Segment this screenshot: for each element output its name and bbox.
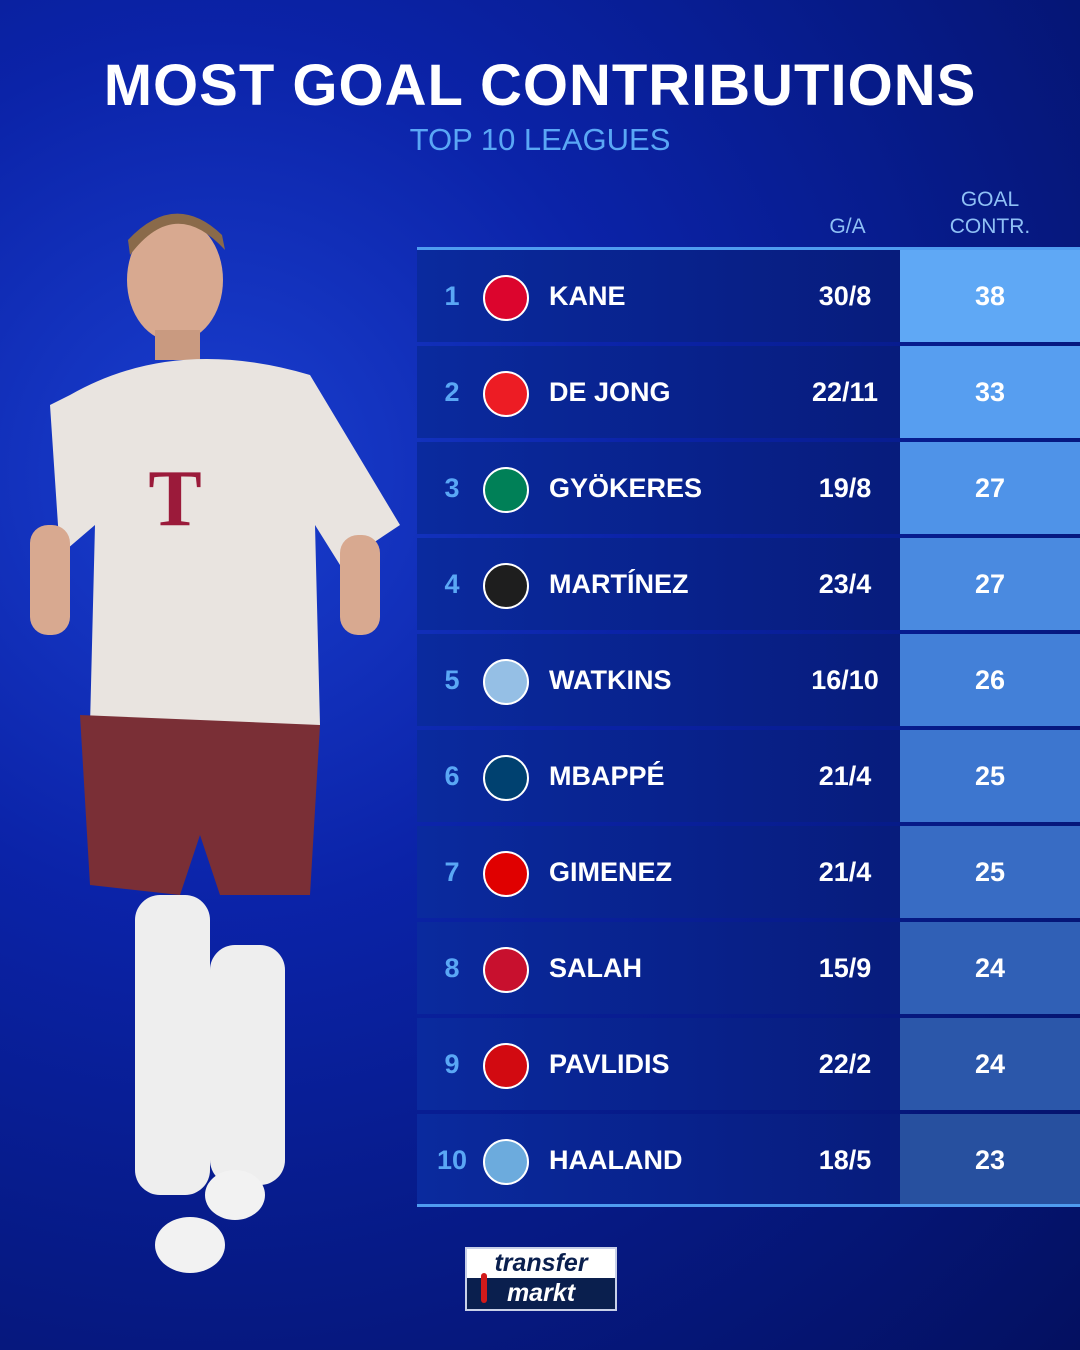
goal-contributions-value: 23 <box>974 1144 1006 1175</box>
club-crest-icon <box>483 371 529 417</box>
goals-assists: 22/2 <box>818 1049 872 1079</box>
table-row: 8 SALAH 15/9 24 <box>417 922 1080 1014</box>
goals-assists: 30/8 <box>818 281 872 311</box>
rank: 1 <box>444 281 460 311</box>
goals-assists: 23/4 <box>818 569 872 599</box>
rank: 2 <box>444 377 460 407</box>
column-header-goal-contr-text: GOAL CONTR. <box>949 188 1031 238</box>
goals-assists: 15/9 <box>818 953 872 983</box>
table-row: 5 WATKINS 16/10 26 <box>417 634 1080 726</box>
goal-contributions: 38 <box>900 250 1080 342</box>
club-crest-icon <box>483 659 529 705</box>
goals-assists: 19/8 <box>818 473 872 503</box>
rank: 9 <box>444 1049 460 1079</box>
goal-contributions-value: 24 <box>974 1048 1006 1079</box>
table-row: 7 GIMENEZ 21/4 25 <box>417 826 1080 918</box>
player-name: GIMENEZ <box>549 857 673 887</box>
goal-contributions: 25 <box>900 826 1080 918</box>
player-name: GYÖKERES <box>549 473 703 503</box>
page-title: MOST GOAL CONTRIBUTIONS <box>103 53 977 118</box>
rank: 6 <box>444 761 460 791</box>
goals-assists: 18/5 <box>818 1145 872 1175</box>
club-crest-icon <box>483 947 529 993</box>
rank: 4 <box>444 569 460 599</box>
goal-contributions: 27 <box>900 442 1080 534</box>
table-row: 4 MARTÍNEZ 23/4 27 <box>417 538 1080 630</box>
club-crest-icon <box>483 755 529 801</box>
player-name: KANE <box>549 281 626 311</box>
player-name: SALAH <box>549 953 642 983</box>
goal-contributions-value: 25 <box>974 856 1006 887</box>
goal-contributions-value: 24 <box>974 952 1006 983</box>
club-crest-icon <box>483 1139 529 1185</box>
player-image: T <box>30 213 400 1273</box>
table-row: 3 GYÖKERES 19/8 27 <box>417 442 1080 534</box>
logo-player-figure-icon <box>481 1273 487 1303</box>
goal-contributions: 23 <box>900 1114 1080 1206</box>
goal-contributions: 27 <box>900 538 1080 630</box>
goal-contributions-value: 33 <box>974 376 1006 407</box>
player-name: HAALAND <box>549 1145 683 1175</box>
club-crest-icon <box>483 563 529 609</box>
rank: 3 <box>444 473 460 503</box>
goal-contributions-value: 26 <box>974 664 1006 695</box>
goals-assists: 16/10 <box>811 665 879 695</box>
table-row: 9 PAVLIDIS 22/2 24 <box>417 1018 1080 1110</box>
page-subtitle: TOP 10 LEAGUES <box>409 122 671 157</box>
player-name: DE JONG <box>549 377 671 407</box>
column-header-goal-contr: GOAL CONTR. <box>900 186 1080 240</box>
player-name: MBAPPÉ <box>549 761 665 791</box>
goal-contributions-value: 27 <box>974 568 1006 599</box>
club-crest-icon <box>483 467 529 513</box>
goal-contributions: 24 <box>900 1018 1080 1110</box>
club-crest-icon <box>483 1043 529 1089</box>
player-name: MARTÍNEZ <box>549 569 689 599</box>
table-row: 6 MBAPPÉ 21/4 25 <box>417 730 1080 822</box>
table-bottom-divider <box>417 1204 1080 1207</box>
table-row: 2 DE JONG 22/11 33 <box>417 346 1080 438</box>
svg-text:T: T <box>148 455 201 543</box>
column-header-ga: G/A <box>829 215 866 238</box>
club-crest-icon <box>483 275 529 321</box>
table-row: 10 HAALAND 18/5 23 <box>417 1114 1080 1206</box>
transfermarkt-logo: transfer markt <box>465 1247 617 1311</box>
goal-contributions: 24 <box>900 922 1080 1014</box>
rank: 10 <box>436 1145 468 1175</box>
player-name: PAVLIDIS <box>549 1049 670 1079</box>
player-name: WATKINS <box>549 665 672 695</box>
goal-contributions: 26 <box>900 634 1080 726</box>
club-crest-icon <box>483 851 529 897</box>
goals-assists: 22/11 <box>811 377 879 407</box>
rank: 8 <box>444 953 460 983</box>
goal-contributions: 25 <box>900 730 1080 822</box>
rank: 7 <box>444 857 460 887</box>
goal-contributions-value: 25 <box>974 760 1006 791</box>
goal-contributions: 33 <box>900 346 1080 438</box>
logo-line-2: markt <box>506 1279 576 1307</box>
goal-contributions-value: 27 <box>974 472 1006 503</box>
goals-assists: 21/4 <box>818 857 872 887</box>
table-top-divider <box>417 247 1080 250</box>
table-row: 1 KANE 30/8 38 <box>417 250 1080 342</box>
logo-line-1: transfer <box>467 1249 615 1278</box>
rank: 5 <box>444 665 460 695</box>
goals-assists: 21/4 <box>818 761 872 791</box>
goal-contributions-value: 38 <box>974 280 1006 311</box>
